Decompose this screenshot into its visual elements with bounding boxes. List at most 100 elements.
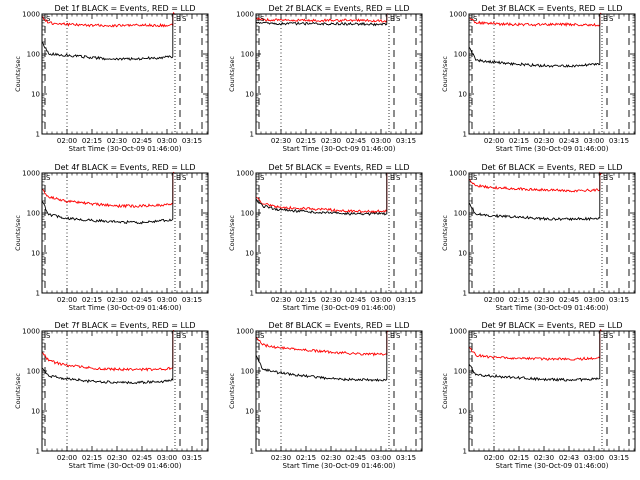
x-tick-label: 02:30 [321,137,341,145]
interval-marker: S [260,15,265,23]
x-tick-label: 02:15 [82,454,102,462]
x-tick-label: 02:45 [132,454,152,462]
y-tick-label: 10 [31,408,40,416]
x-tick-label: 03:15 [182,454,202,462]
panel-title: Det 9f BLACK = Events, RED = LLD [481,321,622,330]
events-series-line [41,331,174,385]
y-axis-label: Counts/sec [14,215,22,251]
lld-series-line [41,171,175,209]
y-tick-label: 1 [250,131,254,139]
detector-panel: Det 6f BLACK = Events, RED = LLD 1 10 100 10… [441,163,636,312]
detector-panel: Det 7f BLACK = Events, RED = LLD 1 10 100 10… [14,321,209,470]
y-tick-label: 100 [454,368,467,376]
x-axis-label: Start Time (30-Oct-09 01:46:00) [496,304,609,312]
x-tick-label: 02:30 [271,454,291,462]
detector-panel: Det 3f BLACK = Events, RED = LLD 1 10 100 10… [441,4,636,153]
x-tick-label: 02:15 [509,137,529,145]
y-tick-label: 10 [31,91,40,99]
x-axis-label: Start Time (30-Oct-09 01:46:00) [496,462,609,470]
x-tick-label: 03:00 [371,296,391,304]
panel-title: Det 6f BLACK = Events, RED = LLD [481,163,622,172]
x-tick-label: 02:15 [509,296,529,304]
interval-marker: S [260,332,265,340]
events-series-line [41,173,174,225]
x-tick-label: 02:15 [296,296,316,304]
lld-series-line [41,329,175,372]
plot-frame [468,172,636,294]
y-tick-label: 100 [241,210,254,218]
y-tick-label: 100 [454,51,467,59]
x-tick-label: 03:00 [584,137,604,145]
x-tick-label: 03:00 [157,296,177,304]
x-tick-label: 02:30 [107,137,127,145]
x-tick-label: 02:00 [484,296,504,304]
x-tick-label: 03:15 [182,137,202,145]
x-tick-label: 03:00 [157,137,177,145]
panel-title: Det 8f BLACK = Events, RED = LLD [268,321,409,330]
y-axis-label: Counts/sec [441,373,449,409]
y-tick-label: 1000 [22,328,40,336]
y-tick-label: 100 [454,210,467,218]
y-tick-label: 10 [458,250,467,258]
x-axis-label: Start Time (30-Oct-09 01:46:00) [283,304,396,312]
x-tick-label: 02:30 [534,296,554,304]
y-tick-label: 10 [245,250,254,258]
y-tick-label: 100 [27,51,40,59]
x-tick-label: 02:43 [559,137,579,145]
interval-marker: E [603,15,607,23]
y-tick-label: 100 [241,368,254,376]
panel-title: Det 4f BLACK = Events, RED = LLD [54,163,195,172]
y-tick-label: 10 [245,91,254,99]
x-tick-label: 03:15 [609,454,629,462]
y-tick-label: 1000 [236,170,254,178]
interval-marker: S [473,15,478,23]
events-series-line [41,14,174,61]
x-tick-label: 02:45 [346,296,366,304]
y-tick-label: 100 [27,210,40,218]
interval-marker: E [390,15,394,23]
events-series-line [255,14,388,27]
y-tick-label: 10 [245,408,254,416]
lld-series-line [41,11,175,28]
x-tick-label: 02:30 [534,454,554,462]
x-tick-label: 02:15 [82,296,102,304]
interval-marker: S [182,174,187,182]
x-tick-label: 03:15 [609,137,629,145]
interval-marker: S [396,15,401,23]
x-axis-label: Start Time (30-Oct-09 01:46:00) [283,462,396,470]
x-tick-label: 02:30 [107,454,127,462]
plot-frame [255,172,423,294]
y-tick-label: 1000 [449,11,467,19]
detector-panel: Det 5f BLACK = Events, RED = LLD 1 10 100 10… [228,163,423,312]
x-tick-label: 02:15 [509,454,529,462]
y-tick-label: 100 [27,368,40,376]
y-tick-label: 1000 [22,11,40,19]
events-series-line [255,331,388,382]
x-tick-label: 02:45 [346,137,366,145]
interval-marker: S [182,332,187,340]
events-series-line [468,14,601,68]
x-tick-label: 03:15 [396,454,416,462]
y-tick-label: 1000 [22,170,40,178]
x-tick-label: 02:30 [271,137,291,145]
panel-title: Det 5f BLACK = Events, RED = LLD [268,163,409,172]
interval-marker: S [46,332,51,340]
x-tick-label: 03:00 [584,296,604,304]
interval-marker: E [176,332,180,340]
x-tick-label: 02:00 [57,137,77,145]
y-axis-label: Counts/sec [441,215,449,251]
x-tick-label: 02:45 [559,296,579,304]
x-tick-label: 02:00 [57,296,77,304]
x-tick-label: 02:00 [57,454,77,462]
plot-frame [41,330,209,452]
x-tick-label: 03:00 [371,454,391,462]
y-axis-label: Counts/sec [14,373,22,409]
interval-marker: S [473,174,478,182]
y-tick-label: 1000 [449,170,467,178]
x-tick-label: 02:45 [132,296,152,304]
interval-marker: S [46,174,51,182]
interval-marker: S [396,174,401,182]
interval-marker: E [603,174,607,182]
events-series-line [468,173,601,222]
x-tick-label: 03:00 [371,137,391,145]
